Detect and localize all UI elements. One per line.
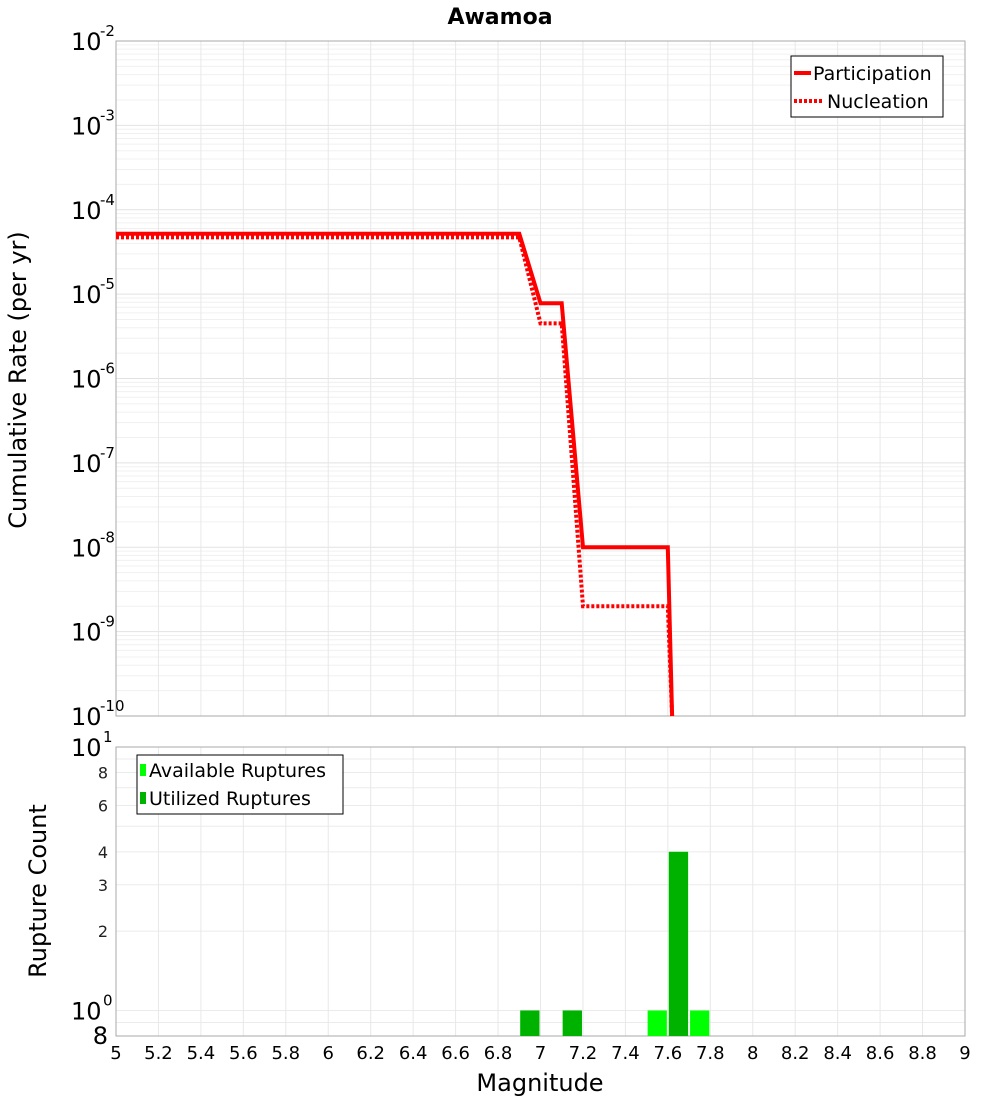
bottom-y-tick-exponent: 1 [103, 728, 113, 746]
top-y-axis-label: Cumulative Rate (per yr) [4, 231, 32, 529]
bottom-y-tick-base: 10 [71, 997, 102, 1025]
x-axis-label: Magnitude [476, 1069, 603, 1097]
x-tick-label: 8.2 [781, 1043, 810, 1064]
x-tick-label: 5.2 [144, 1043, 173, 1064]
x-tick-label: 7.8 [696, 1043, 725, 1064]
legend-swatch-available [140, 764, 146, 776]
top-y-tick-exponent: -3 [100, 106, 115, 124]
legend-label-utilized: Utilized Ruptures [149, 788, 311, 810]
x-tick-label: 6.8 [484, 1043, 513, 1064]
top-legend-box [790, 55, 944, 118]
bottom-y-minor-tick-label: 8 [93, 1022, 108, 1050]
line-series-group [116, 231, 675, 717]
top-y-tick-exponent: -5 [100, 275, 115, 293]
available-rupture-bar [647, 1010, 667, 1036]
top-legend: Participation Nucleation [790, 55, 944, 118]
bottom-y-minor-tick-label: 3 [98, 876, 108, 895]
series-line-participation [116, 231, 675, 717]
top-y-tick-base: 10 [71, 28, 102, 56]
series-line-nucleation [116, 235, 675, 717]
top-y-tick-base: 10 [71, 112, 102, 140]
bottom-y-tick-base: 10 [71, 734, 102, 762]
x-tick-label: 9 [959, 1043, 970, 1064]
x-tick-labels: 5 5.2 5.4 5.6 5.8 6 6.2 6.4 6.6 6.8 7 7.2 7.4 7.6 7.8 8… [110, 1043, 970, 1064]
bar-series-group [520, 851, 710, 1036]
x-tick-label: 8.8 [908, 1043, 937, 1064]
top-y-tick-exponent: -7 [100, 444, 115, 462]
bottom-y-minor-tick-label: 2 [98, 922, 108, 941]
bottom-y-minor-tick-label: 4 [98, 843, 108, 862]
top-y-tick-base: 10 [71, 534, 102, 562]
top-y-tick-exponent: -9 [100, 613, 115, 631]
top-plot-grid [115, 40, 966, 717]
x-tick-label: 8 [747, 1043, 758, 1064]
legend-swatch-utilized [140, 792, 146, 804]
top-y-tick-exponent: -8 [100, 528, 115, 546]
x-tick-label: 7 [535, 1043, 546, 1064]
x-tick-label: 8.4 [823, 1043, 852, 1064]
utilized-rupture-bar [562, 1010, 582, 1036]
x-tick-label: 5.4 [187, 1043, 216, 1064]
x-tick-label: 6 [323, 1043, 334, 1064]
bottom-y-minor-tick-label: 8 [98, 764, 108, 783]
x-tick-label: 5.8 [271, 1043, 300, 1064]
legend-label-participation: Participation [813, 63, 932, 85]
available-rupture-bar [690, 1010, 710, 1036]
bottom-legend-box [136, 754, 344, 815]
utilized-rupture-bar [520, 1010, 540, 1036]
top-y-tick-base: 10 [71, 281, 102, 309]
x-tick-label: 6.4 [399, 1043, 428, 1064]
top-plot-frame [115, 40, 966, 717]
bottom-plot-frame [115, 746, 966, 1037]
bottom-legend: Available Ruptures Utilized Ruptures [136, 754, 344, 815]
legend-label-nucleation: Nucleation [827, 91, 929, 113]
top-y-tick-exponent: -2 [100, 22, 115, 40]
top-y-tick-exponent: -6 [100, 360, 115, 378]
top-y-tick-base: 10 [71, 366, 102, 394]
top-y-tick-base: 10 [71, 450, 102, 478]
x-tick-label: 6.6 [441, 1043, 470, 1064]
legend-label-available: Available Ruptures [149, 760, 326, 782]
top-y-tick-base: 10 [71, 703, 102, 731]
top-y-tick-base: 10 [71, 619, 102, 647]
x-tick-label: 5 [110, 1043, 121, 1064]
chart-title: Awamoa [447, 5, 552, 30]
bottom-y-tick-exponent: 0 [103, 991, 113, 1009]
bottom-y-axis-label: Rupture Count [24, 804, 52, 978]
top-y-tick-base: 10 [71, 197, 102, 225]
x-tick-label: 5.6 [229, 1043, 258, 1064]
utilized-rupture-bar [668, 851, 689, 1036]
x-tick-label: 7.4 [611, 1043, 640, 1064]
x-tick-label: 8.6 [866, 1043, 895, 1064]
top-y-tick-exponent: -4 [100, 191, 115, 209]
top-y-tick-exponent: -10 [100, 697, 125, 715]
x-tick-label: 7.6 [654, 1043, 683, 1064]
bottom-y-minor-tick-label: 6 [98, 796, 108, 815]
x-tick-label: 6.2 [356, 1043, 385, 1064]
x-tick-label: 7.2 [569, 1043, 598, 1064]
